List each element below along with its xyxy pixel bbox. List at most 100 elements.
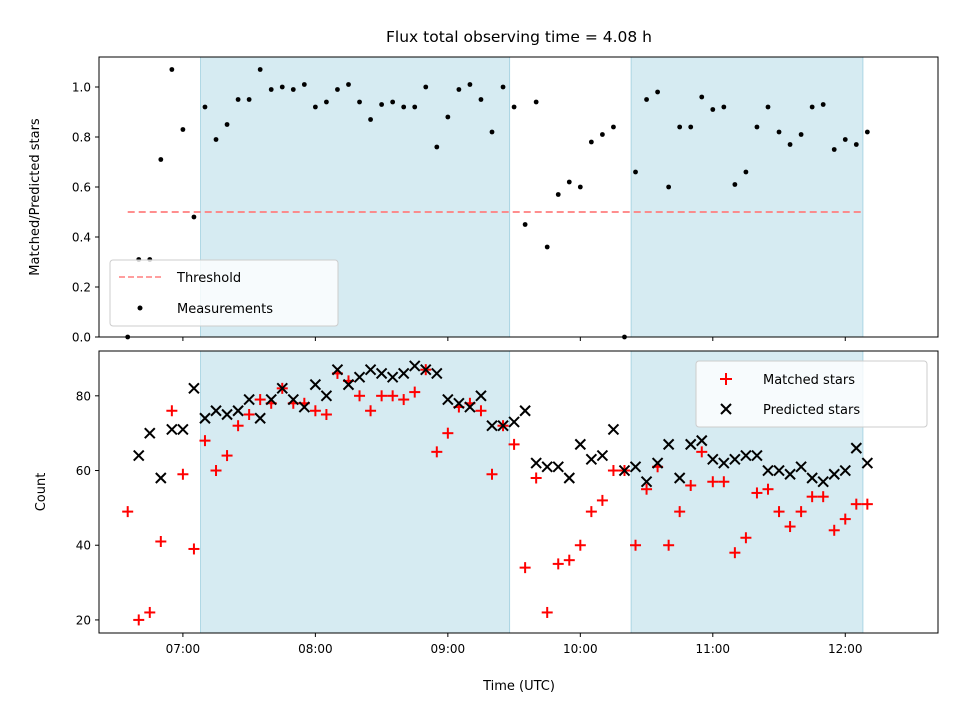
measurement-point xyxy=(224,122,230,127)
predicted-star-marker xyxy=(530,457,542,469)
matched-star-marker xyxy=(155,535,167,547)
predicted-star-marker xyxy=(729,453,741,466)
measurement-point xyxy=(357,99,362,105)
predicted-star-marker xyxy=(442,393,454,406)
matched-star-marker xyxy=(773,506,785,518)
predicted-star-marker xyxy=(773,464,785,477)
predicted-star-marker xyxy=(795,461,807,473)
matched-star-marker xyxy=(530,472,542,484)
measurement-point xyxy=(180,127,186,132)
measurement-point xyxy=(379,102,385,107)
matched-star-marker xyxy=(221,450,233,462)
measurement-point xyxy=(213,137,219,142)
predicted-star-marker xyxy=(861,457,874,469)
measurement-point xyxy=(478,97,484,102)
matched-star-marker xyxy=(596,494,608,506)
predicted-star-marker xyxy=(166,423,178,436)
predicted-star-marker xyxy=(762,464,774,477)
bottom-x-ticks: 07:00 08:00 09:00 10:00 11:00 12:00 xyxy=(166,633,863,656)
matched-stars-points xyxy=(122,364,873,626)
matched-star-marker xyxy=(475,405,487,417)
predicted-legend-label: Predicted stars xyxy=(763,403,860,418)
bottom-y-axis-label: Count xyxy=(34,473,49,512)
measurement-point xyxy=(456,87,462,92)
x-tick-label: 08:00 xyxy=(298,642,333,656)
predicted-star-marker xyxy=(673,472,686,484)
matched-star-marker xyxy=(232,420,244,432)
measurement-point xyxy=(335,87,340,92)
matched-star-marker xyxy=(718,476,730,488)
predicted-star-marker xyxy=(431,367,443,380)
predicted-star-marker xyxy=(177,423,189,436)
matched-star-marker xyxy=(784,521,796,533)
measurement-point xyxy=(655,89,660,95)
measurement-point xyxy=(732,182,738,187)
measurement-point xyxy=(688,124,694,130)
measurement-point xyxy=(600,132,605,137)
predicted-star-marker xyxy=(486,419,498,432)
predicted-star-marker xyxy=(453,397,465,409)
predicted-star-marker xyxy=(243,393,255,406)
measurement-point xyxy=(787,142,793,147)
y-tick-label: 0.6 xyxy=(72,181,91,195)
predicted-star-marker xyxy=(475,390,487,402)
matched-star-marker xyxy=(541,606,553,618)
x-tick-label: 10:00 xyxy=(563,642,598,656)
measurement-point xyxy=(279,84,285,90)
predicted-star-marker xyxy=(265,393,277,406)
matched-star-marker xyxy=(674,506,686,518)
measurement-point xyxy=(831,147,837,152)
measurement-point xyxy=(611,124,616,130)
matched-star-marker xyxy=(398,394,410,406)
predicted-star-marker xyxy=(364,363,377,376)
matched-star-marker xyxy=(320,408,332,420)
measurement-point xyxy=(312,104,318,110)
measurement-point xyxy=(864,129,870,135)
matched-star-marker xyxy=(309,405,321,417)
top-legend: Threshold Measurements xyxy=(109,259,339,327)
measurement-point xyxy=(820,102,826,107)
measurement-point xyxy=(268,87,274,92)
x-tick-label: 07:00 xyxy=(166,642,201,656)
matched-star-marker xyxy=(630,539,642,551)
top-legend-box xyxy=(109,259,339,327)
measurement-point xyxy=(677,124,683,130)
matched-star-marker xyxy=(409,386,421,398)
measurement-point xyxy=(511,104,517,110)
measurement-point xyxy=(633,169,638,175)
measurement-point xyxy=(765,104,771,110)
predicted-star-marker xyxy=(850,442,863,454)
predicted-star-marker xyxy=(629,461,642,473)
predicted-star-marker xyxy=(199,412,211,424)
measurement-point xyxy=(257,67,263,72)
matched-star-marker xyxy=(585,506,597,518)
matched-legend-label: Matched stars xyxy=(763,373,855,388)
y-tick-label: 0.8 xyxy=(72,131,91,145)
y-tick-label: 0.4 xyxy=(72,231,91,245)
predicted-star-marker xyxy=(519,405,531,417)
predicted-star-marker xyxy=(806,472,818,484)
matched-star-marker xyxy=(166,405,178,417)
matched-star-marker xyxy=(431,446,443,458)
matched-star-marker xyxy=(795,506,807,518)
measurement-point xyxy=(445,114,451,120)
predicted-star-marker xyxy=(331,363,344,376)
matched-star-marker xyxy=(177,468,189,480)
matched-star-marker xyxy=(508,438,520,450)
measurement-point xyxy=(489,129,495,135)
measurement-point xyxy=(368,117,373,122)
predicted-star-marker xyxy=(817,476,829,488)
predicted-star-marker xyxy=(828,468,840,480)
matched-star-marker xyxy=(861,498,873,510)
observing-interval-band xyxy=(200,350,511,634)
measurement-point xyxy=(235,97,241,102)
matched-star-marker xyxy=(850,498,862,510)
measurement-point xyxy=(544,244,550,250)
measurement-point xyxy=(290,87,296,92)
predicted-star-marker xyxy=(707,453,719,466)
predicted-star-marker xyxy=(309,378,322,391)
matched-star-marker xyxy=(486,468,498,480)
measurement-point xyxy=(412,104,418,110)
measurement-point xyxy=(754,124,760,130)
matched-star-marker xyxy=(707,476,719,488)
